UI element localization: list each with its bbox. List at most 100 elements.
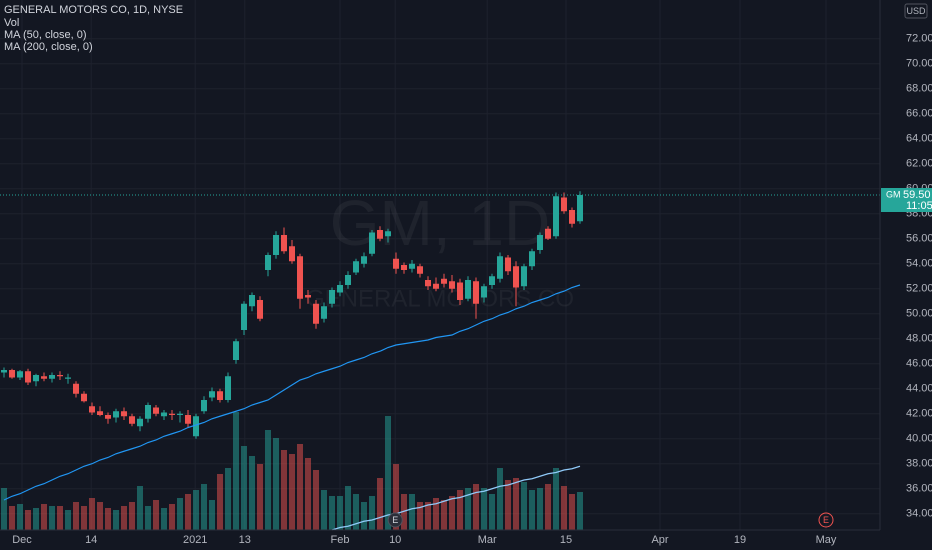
candle-body (377, 230, 383, 239)
candle-body (337, 285, 343, 293)
grid (0, 0, 880, 530)
moving-average-line (331, 465, 581, 531)
volume-bar (321, 490, 327, 530)
y-tick-label: 68.00 (906, 83, 932, 95)
volume-bar (25, 510, 31, 530)
y-tick-label: 44.00 (906, 383, 932, 395)
x-tick-label: Feb (331, 534, 350, 546)
volume-bar (289, 454, 295, 530)
volume-bar (497, 468, 503, 530)
x-tick-label: 2021 (183, 534, 207, 546)
candle-body (489, 276, 495, 285)
volume-bar (337, 496, 343, 530)
earnings-marker (387, 512, 403, 528)
volume-pane (1, 412, 583, 530)
volume-bar (161, 508, 167, 530)
volume-bar (273, 438, 279, 530)
candle-body (185, 415, 191, 424)
volume-bar (457, 490, 463, 530)
volume-bar (57, 506, 63, 530)
legend-entry: MA (200, close, 0) (4, 41, 93, 53)
candle-body (33, 375, 39, 382)
volume-bar (297, 444, 303, 530)
candle-body (225, 376, 231, 400)
candle-body (121, 411, 127, 417)
volume-bar (89, 498, 95, 530)
y-tick-label: 64.00 (906, 133, 932, 145)
volume-bar (385, 416, 391, 530)
candle-body (273, 235, 279, 255)
earnings-marker (818, 512, 834, 528)
volume-bar (305, 458, 311, 530)
candle-body (329, 290, 335, 304)
volume-bar (521, 482, 527, 530)
last-price-tag (881, 188, 932, 212)
volume-bar (153, 500, 159, 530)
candle-body (145, 405, 151, 419)
volume-bar (313, 470, 319, 530)
candle-body (201, 400, 207, 412)
volume-bar (217, 474, 223, 530)
candle-body (265, 255, 271, 270)
candle-body (497, 256, 503, 279)
candle-body (41, 376, 47, 379)
volume-bar (33, 508, 39, 530)
candle-body (177, 413, 183, 415)
volume-bar (409, 494, 415, 530)
volume-bar (489, 494, 495, 530)
y-tick-label: 36.00 (906, 483, 932, 495)
x-tick-label: 10 (389, 534, 401, 546)
candle-body (473, 281, 479, 304)
last-price-value: 59.50 (903, 189, 931, 201)
candle-body (425, 280, 431, 287)
volume-bar (65, 510, 71, 530)
candle-body (137, 418, 143, 427)
candle-body (465, 280, 471, 299)
volume-bar (553, 468, 559, 530)
volume-bar (473, 484, 479, 530)
volume-bar (465, 488, 471, 530)
watermark-subtitle: GENERAL MOTORS CO (306, 285, 574, 312)
x-tick-label: Dec (12, 534, 32, 546)
price-pane (0, 191, 880, 531)
volume-bar (417, 502, 423, 530)
candle-body (49, 375, 55, 379)
candle-body (1, 370, 7, 373)
y-tick-label: 46.00 (906, 358, 932, 370)
volume-bar (481, 488, 487, 530)
candle-body (457, 282, 463, 300)
volume-bar (377, 478, 383, 530)
volume-bar (577, 492, 583, 530)
legend-entry: MA (50, close, 0) (4, 29, 87, 41)
volume-bar (97, 502, 103, 530)
volume-bar (193, 490, 199, 530)
candle-body (513, 266, 519, 288)
volume-bar (129, 502, 135, 530)
volume-bar (281, 450, 287, 530)
candle-body (193, 416, 199, 437)
volume-bar (225, 468, 231, 530)
candle-body (209, 391, 215, 398)
candle-body (313, 303, 319, 324)
volume-bar (505, 480, 511, 530)
candle-body (89, 406, 95, 413)
candle-body (105, 415, 111, 419)
volume-bar (537, 488, 543, 530)
candle-body (369, 232, 375, 254)
volume-bar (345, 486, 351, 530)
candle-body (57, 375, 63, 377)
last-price-countdown: 11:05 (906, 200, 932, 212)
y-tick-label: 34.00 (906, 508, 932, 520)
volume-bar (241, 446, 247, 530)
volume-bar (121, 506, 127, 530)
earnings-label: E (392, 515, 398, 525)
candle-body (129, 416, 135, 424)
currency-box[interactable] (904, 3, 928, 19)
volume-bar (177, 498, 183, 530)
candle-body (305, 295, 311, 298)
y-tick-label: 62.00 (906, 158, 932, 170)
volume-bar (17, 504, 23, 530)
candle-body (113, 411, 119, 418)
